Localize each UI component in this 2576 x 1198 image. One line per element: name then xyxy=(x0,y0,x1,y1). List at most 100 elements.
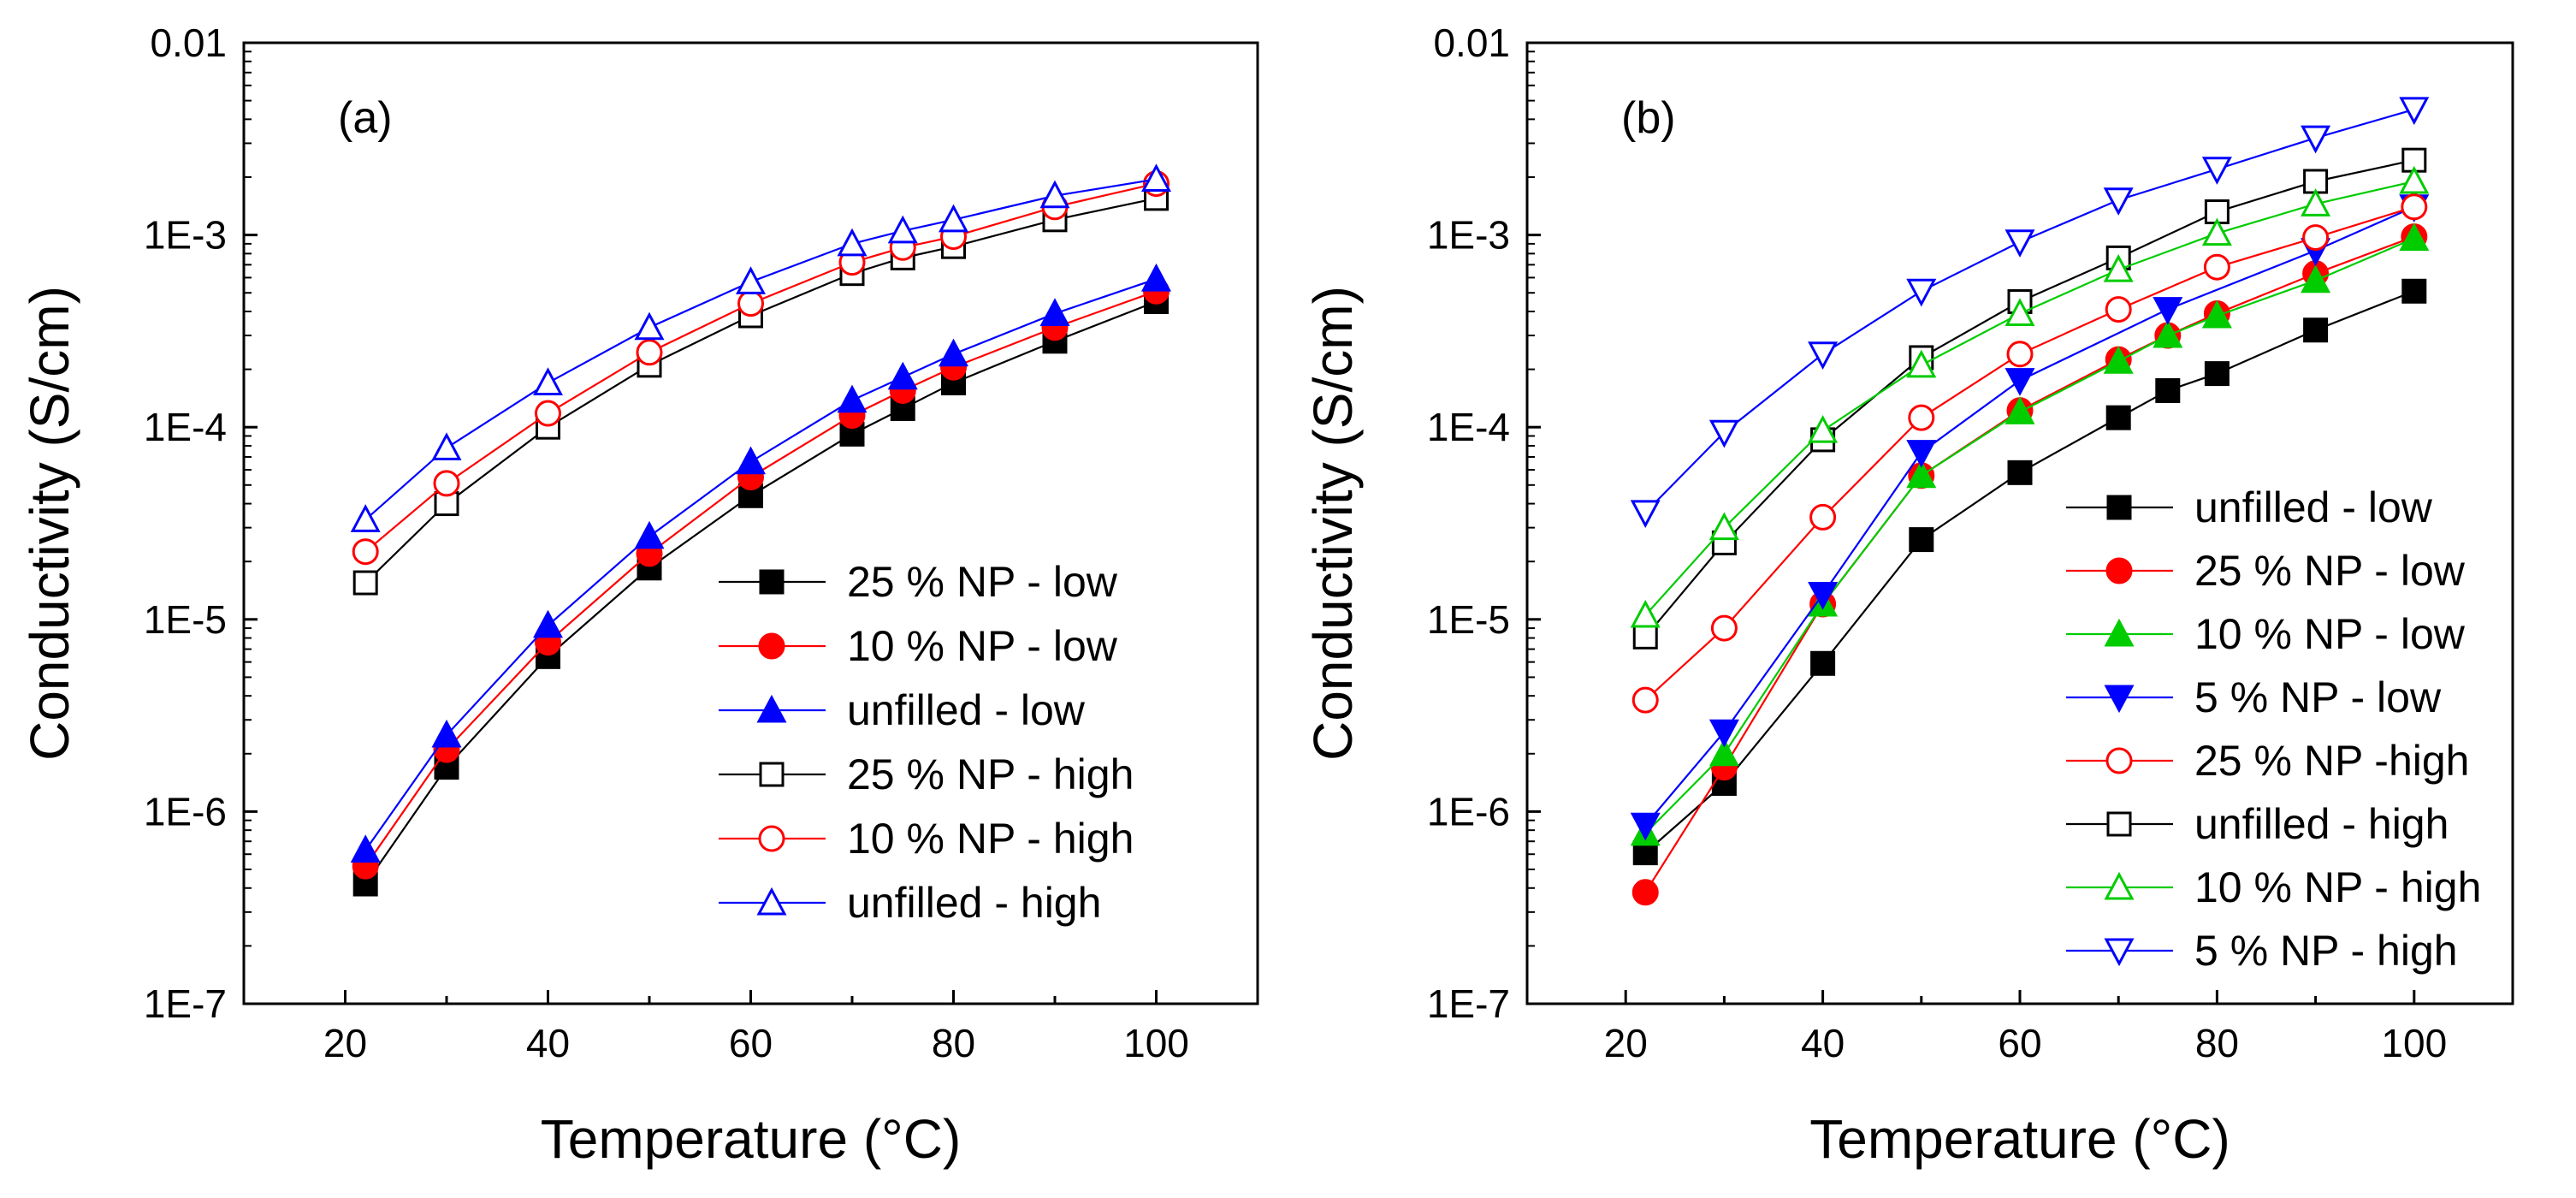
data-point xyxy=(1708,738,1739,767)
legend-label: unfilled - high xyxy=(847,879,1101,927)
x-tick-label: 20 xyxy=(1604,1021,1648,1065)
legend-item: 25 % NP -high xyxy=(2066,737,2469,785)
y-tick-label: 1E-4 xyxy=(1427,405,1510,449)
data-point xyxy=(2301,188,2331,216)
data-point xyxy=(1708,419,1739,448)
legend-item: unfilled - high xyxy=(719,879,1101,927)
legend-label: 25 % NP -high xyxy=(2194,737,2469,785)
data-point xyxy=(2201,300,2232,329)
legend-label: 5 % NP - low xyxy=(2194,673,2442,721)
panel-a: 20 40 60 80 100 1E-7 1E-6 1E-5 1E-4 1E-3 0.01 Tempe… xyxy=(19,21,1259,1170)
data-point xyxy=(2301,264,2331,294)
series-line xyxy=(364,182,1157,553)
y-axis-title: Conductivity (S/cm) xyxy=(19,286,80,761)
data-point xyxy=(2153,297,2183,325)
data-point xyxy=(2204,361,2230,387)
y-tick-label: 0.01 xyxy=(1433,21,1510,65)
data-point xyxy=(1708,719,1739,748)
data-point xyxy=(1906,460,1937,489)
data-point xyxy=(1630,812,1661,841)
x-tick-label: 100 xyxy=(1123,1021,1189,1065)
data-point xyxy=(2203,253,2230,281)
legend-item: 5 % NP - high xyxy=(2066,927,2458,975)
series-line xyxy=(364,290,1157,867)
series-5-np-high xyxy=(1630,97,2430,529)
data-point xyxy=(2401,278,2427,304)
y-tick-label: 1E-7 xyxy=(144,982,227,1026)
data-point xyxy=(2005,229,2035,258)
series-unfilled-high xyxy=(350,163,1172,532)
data-point xyxy=(2103,253,2134,282)
y-tick-label: 1E-3 xyxy=(144,213,227,258)
data-point xyxy=(2201,157,2232,185)
series-line xyxy=(364,178,1157,521)
data-point xyxy=(938,204,969,233)
series-line xyxy=(364,197,1157,584)
legend-label: unfilled - high xyxy=(2194,800,2449,848)
series-unfilled-low xyxy=(350,263,1172,863)
legend-label: 5 % NP - high xyxy=(2194,927,2458,975)
legend-marker xyxy=(758,825,785,852)
data-point xyxy=(2302,224,2330,252)
data-point xyxy=(535,400,561,427)
data-point xyxy=(2399,165,2430,194)
legend-item: unfilled - low xyxy=(2066,483,2433,531)
data-point xyxy=(350,504,381,532)
panel-label: (a) xyxy=(338,93,393,143)
x-tick-label: 100 xyxy=(2381,1021,2447,1065)
legend-item: 25 % NP - low xyxy=(2066,547,2466,595)
data-point xyxy=(2201,217,2232,246)
data-point xyxy=(352,570,378,596)
series-line xyxy=(1644,205,2415,826)
legend-item: 10 % NP - low xyxy=(2066,610,2466,658)
data-point xyxy=(2105,405,2131,430)
legend-item: 10 % NP - low xyxy=(719,622,1118,670)
data-point xyxy=(1630,599,1661,628)
data-point xyxy=(737,290,764,317)
data-point xyxy=(2005,298,2035,326)
legend-marker xyxy=(759,569,785,595)
data-point xyxy=(1908,404,1935,431)
x-tick-label: 60 xyxy=(729,1021,773,1065)
x-axis-title: Temperature (°C) xyxy=(541,1108,962,1170)
series-5-np-low xyxy=(1630,194,2430,841)
data-point xyxy=(2105,296,2132,323)
legend-item: 10 % NP - high xyxy=(2066,863,2481,911)
x-tick-label: 20 xyxy=(323,1021,367,1065)
data-point xyxy=(2301,125,2331,154)
data-point xyxy=(634,311,665,341)
legend-marker xyxy=(2106,811,2132,837)
data-point xyxy=(2103,187,2134,216)
data-point xyxy=(837,384,868,413)
x-tick-label: 80 xyxy=(2195,1021,2239,1065)
data-point xyxy=(1632,624,1658,649)
data-point xyxy=(1140,263,1172,292)
legend-label: 25 % NP - low xyxy=(847,558,1118,606)
legend-item: unfilled - high xyxy=(2066,800,2449,848)
legend-item: 5 % NP - low xyxy=(2066,673,2442,721)
data-point xyxy=(1809,503,1837,531)
data-point xyxy=(352,538,379,566)
legend-marker xyxy=(2105,747,2133,774)
series-line xyxy=(364,278,1157,851)
data-point xyxy=(2006,341,2034,368)
series-line xyxy=(1644,237,2415,834)
y-tick-label: 1E-7 xyxy=(1427,982,1510,1026)
series-10-np-high xyxy=(1630,165,2430,628)
data-point xyxy=(2103,346,2134,374)
y-tick-label: 1E-5 xyxy=(144,597,227,642)
legend-item: 25 % NP - low xyxy=(719,558,1118,606)
data-point xyxy=(2399,97,2430,126)
legend-marker xyxy=(2104,871,2135,900)
data-point xyxy=(2005,368,2035,396)
data-point xyxy=(1710,614,1738,642)
series-line xyxy=(1644,290,2415,854)
series-unfilled-low xyxy=(1632,278,2427,866)
data-point xyxy=(735,446,767,475)
legend-item: 10 % NP - high xyxy=(719,815,1134,863)
panel-b: 20 40 60 80 100 1E-7 1E-6 1E-5 1E-4 1E-3 0.01 Tempe… xyxy=(1302,21,2514,1170)
legend-marker xyxy=(2105,557,2133,584)
legend: 25 % NP - low 10 % NP - low unfilled - low… xyxy=(719,558,1134,927)
legend-label: 10 % NP - high xyxy=(2194,863,2481,911)
